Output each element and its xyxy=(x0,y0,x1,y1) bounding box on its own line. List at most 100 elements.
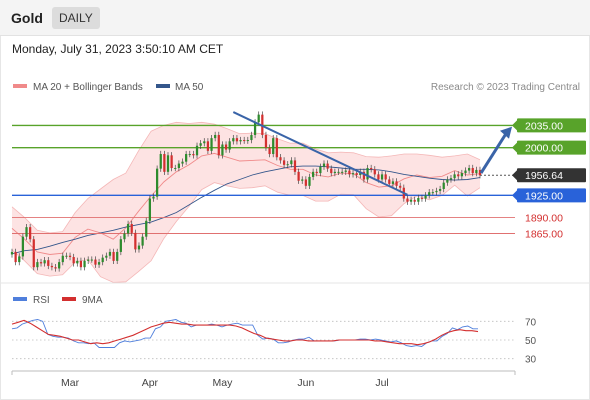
x-tick-may: May xyxy=(212,377,233,389)
candle-33-body xyxy=(130,223,133,233)
candle-93-body xyxy=(348,170,351,175)
candle-37-body xyxy=(145,220,148,237)
x-tick-apr: Apr xyxy=(142,377,159,389)
candle-4-body xyxy=(25,227,28,237)
candle-67-body xyxy=(253,122,257,135)
level-1865-00-label: 1865.00 xyxy=(525,229,563,241)
x-tick-jul: Jul xyxy=(375,377,388,389)
candle-68-body xyxy=(257,114,260,123)
bollinger-upper xyxy=(11,121,481,234)
candle-62-body xyxy=(235,138,239,142)
annotations xyxy=(232,111,512,196)
rsi-legend: RSI 9MA xyxy=(13,295,103,306)
candle-26-body xyxy=(105,255,108,258)
candle-107-body xyxy=(399,185,402,188)
level-2035-00-tag xyxy=(517,118,586,133)
candle-7-body xyxy=(36,262,39,268)
candle-85-body xyxy=(319,166,322,174)
candle-46-body xyxy=(177,163,181,169)
candle-17-body xyxy=(72,257,75,264)
candle-70-body xyxy=(264,134,268,148)
candle-61-body xyxy=(232,138,235,142)
candle-63-body xyxy=(239,140,242,142)
level-2000-00-label: 2000.00 xyxy=(525,143,563,155)
candle-78-body xyxy=(293,160,297,172)
legend-label-ma50: MA 50 xyxy=(175,82,204,93)
candle-81-body xyxy=(304,179,307,186)
candle-24-body xyxy=(97,262,101,265)
x-axis: Mar Apr May Jun Jul xyxy=(11,370,516,389)
candle-8-body xyxy=(39,262,43,264)
candle-57-body xyxy=(217,134,220,156)
candle-121-body xyxy=(449,178,453,180)
candle-3-body xyxy=(21,236,25,257)
candle-84-body xyxy=(315,171,318,174)
candle-102-body xyxy=(380,174,384,180)
candle-45-body xyxy=(174,168,177,170)
candle-41-body xyxy=(159,154,162,169)
bollinger-lower xyxy=(11,182,481,283)
candle-118-body xyxy=(438,189,442,191)
level-1956-64-tag xyxy=(517,168,586,183)
candle-13-body xyxy=(58,262,61,269)
candle-104-body xyxy=(388,179,391,184)
x-tick-jun: Jun xyxy=(297,377,314,389)
candle-36-body xyxy=(141,236,144,246)
candle-58-body xyxy=(221,144,224,156)
legend-label-bollinger: MA 20 + Bollinger Bands xyxy=(33,82,143,93)
candle-110-body xyxy=(409,199,413,202)
candle-111-body xyxy=(413,199,416,202)
level-1925-00-tag-pointer xyxy=(512,190,517,201)
candle-128-body xyxy=(475,169,478,174)
ma50-layer xyxy=(11,165,481,255)
candle-30-body xyxy=(119,239,122,252)
candle-77-body xyxy=(290,160,293,165)
candle-1-body xyxy=(14,251,17,263)
candle-79-body xyxy=(297,171,300,181)
candle-20-body xyxy=(83,260,86,268)
chart-header: Gold DAILY xyxy=(0,0,590,36)
candle-54-body xyxy=(206,141,210,151)
level-2035-00-tag-pointer xyxy=(512,120,517,131)
candle-82-body xyxy=(308,176,311,186)
candle-51-body xyxy=(195,145,199,156)
legend-swatch-rsi xyxy=(13,297,27,301)
candle-105-body xyxy=(391,181,395,184)
level-2000-00-tag xyxy=(517,140,586,155)
candle-2-body xyxy=(18,256,21,263)
candle-119-body xyxy=(442,182,445,189)
candle-16-body xyxy=(68,255,72,258)
level-1890-00-label: 1890.00 xyxy=(525,213,563,225)
candle-101-body xyxy=(377,174,380,180)
candle-59-body xyxy=(224,144,228,150)
rsi-panel: 70 50 30 xyxy=(11,317,537,366)
rsi-9ma-line xyxy=(11,319,479,346)
candle-83-body xyxy=(311,171,315,177)
candle-39-body xyxy=(152,196,155,199)
candle-87-body xyxy=(326,163,329,169)
candle-89-body xyxy=(333,171,337,174)
legend-label-9ma: 9MA xyxy=(82,295,103,306)
candle-49-body xyxy=(188,154,191,156)
candle-47-body xyxy=(181,161,184,164)
candle-116-body xyxy=(431,192,434,194)
candle-112-body xyxy=(417,197,420,202)
candle-44-body xyxy=(170,155,173,169)
level-2035-00-label: 2035.00 xyxy=(525,120,563,132)
candle-56-body xyxy=(214,134,217,139)
candle-76-body xyxy=(286,164,289,166)
period-badge[interactable]: DAILY xyxy=(52,7,100,29)
candle-60-body xyxy=(228,141,231,150)
candle-127-body xyxy=(471,168,474,174)
candle-22-body xyxy=(90,259,93,261)
candle-97-body xyxy=(362,171,366,180)
candle-91-body xyxy=(341,171,344,173)
candle-10-body xyxy=(47,260,50,266)
x-tick-mar: Mar xyxy=(61,377,80,389)
candle-95-body xyxy=(355,173,358,176)
candle-114-body xyxy=(424,195,427,199)
rsi-tick-70: 70 xyxy=(525,317,537,328)
forecast-arrow-head xyxy=(500,126,512,139)
candle-117-body xyxy=(435,190,438,193)
